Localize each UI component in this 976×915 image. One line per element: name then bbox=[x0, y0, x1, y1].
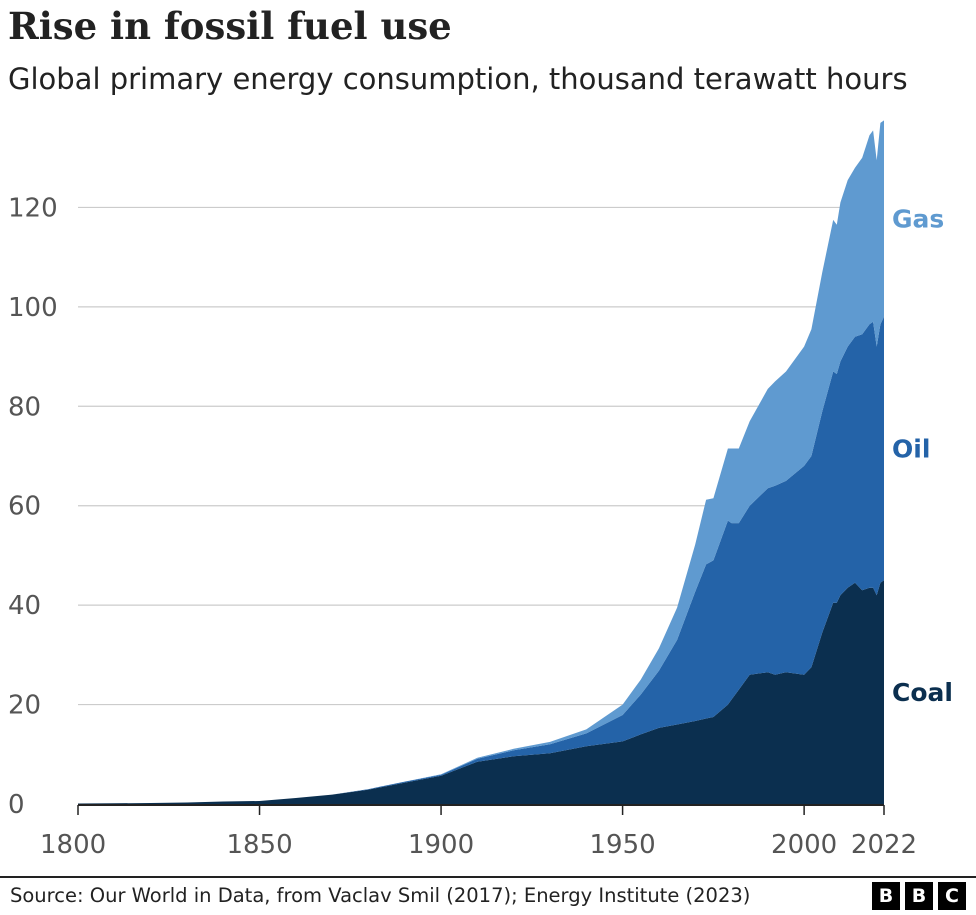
x-tick-label-1950: 1950 bbox=[590, 830, 656, 860]
x-tick-label-1850: 1850 bbox=[226, 830, 292, 860]
x-axis bbox=[77, 804, 885, 815]
y-tick-label-80: 80 bbox=[8, 392, 41, 422]
series-labels: Coal Oil Gas bbox=[892, 205, 953, 708]
series-areas bbox=[78, 120, 884, 804]
series-label-gas: Gas bbox=[892, 205, 944, 234]
y-tick-label-120: 120 bbox=[8, 193, 58, 223]
bbc-logo: B B C bbox=[872, 882, 966, 910]
series-label-coal: Coal bbox=[892, 678, 953, 707]
y-tick-label-100: 100 bbox=[8, 293, 58, 323]
series-label-oil: Oil bbox=[892, 435, 930, 464]
bbc-logo-letter-3: C bbox=[938, 882, 966, 910]
x-tick-label-1900: 1900 bbox=[408, 830, 474, 860]
area-oil bbox=[78, 316, 884, 804]
chart-title: Rise in fossil fuel use bbox=[8, 4, 452, 48]
stacked-area-chart: 0 20 40 60 80 100 120 1800 1850 1900 1950 2000 2022… bbox=[8, 120, 953, 860]
x-tick-label-2022: 2022 bbox=[851, 830, 917, 860]
source-note: Source: Our World in Data, from Vaclav S… bbox=[10, 884, 751, 907]
y-tick-label-40: 40 bbox=[8, 591, 41, 621]
bbc-logo-letter-1: B bbox=[872, 882, 900, 910]
area-coal bbox=[78, 580, 884, 804]
x-tick-label-2000: 2000 bbox=[771, 830, 837, 860]
x-tick-label-1800: 1800 bbox=[40, 830, 106, 860]
y-tick-label-20: 20 bbox=[8, 691, 41, 721]
y-axis-tick-labels: 0 20 40 60 80 100 120 bbox=[8, 193, 58, 820]
chart-subtitle: Global primary energy consumption, thous… bbox=[8, 62, 908, 96]
footer-divider bbox=[0, 876, 976, 878]
bbc-logo-letter-2: B bbox=[905, 882, 933, 910]
y-tick-label-0: 0 bbox=[8, 790, 25, 820]
x-axis-tick-labels: 1800 1850 1900 1950 2000 2022 bbox=[40, 830, 917, 860]
y-tick-label-60: 60 bbox=[8, 492, 41, 522]
